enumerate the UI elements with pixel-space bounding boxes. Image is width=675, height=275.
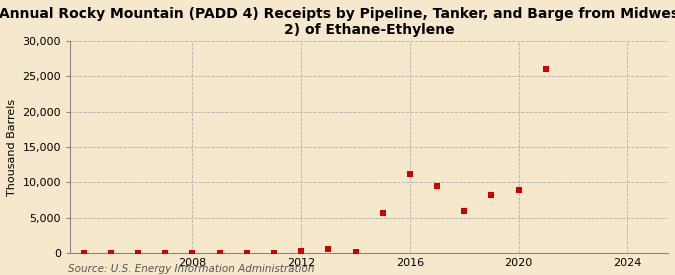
Text: Source: U.S. Energy Information Administration: Source: U.S. Energy Information Administ…: [68, 264, 314, 274]
Point: [133, 251, 144, 255]
Point: [431, 184, 442, 188]
Point: [323, 247, 333, 251]
Point: [404, 172, 415, 176]
Point: [160, 251, 171, 255]
Title: Annual Rocky Mountain (PADD 4) Receipts by Pipeline, Tanker, and Barge from Midw: Annual Rocky Mountain (PADD 4) Receipts …: [0, 7, 675, 37]
Point: [459, 209, 470, 214]
Point: [269, 251, 279, 255]
Point: [214, 251, 225, 255]
Point: [187, 251, 198, 255]
Point: [242, 251, 252, 255]
Point: [350, 250, 361, 254]
Point: [541, 67, 551, 72]
Point: [105, 251, 116, 255]
Point: [486, 193, 497, 197]
Point: [296, 249, 306, 253]
Point: [377, 211, 388, 215]
Point: [513, 187, 524, 192]
Point: [78, 251, 89, 255]
Y-axis label: Thousand Barrels: Thousand Barrels: [7, 98, 17, 196]
